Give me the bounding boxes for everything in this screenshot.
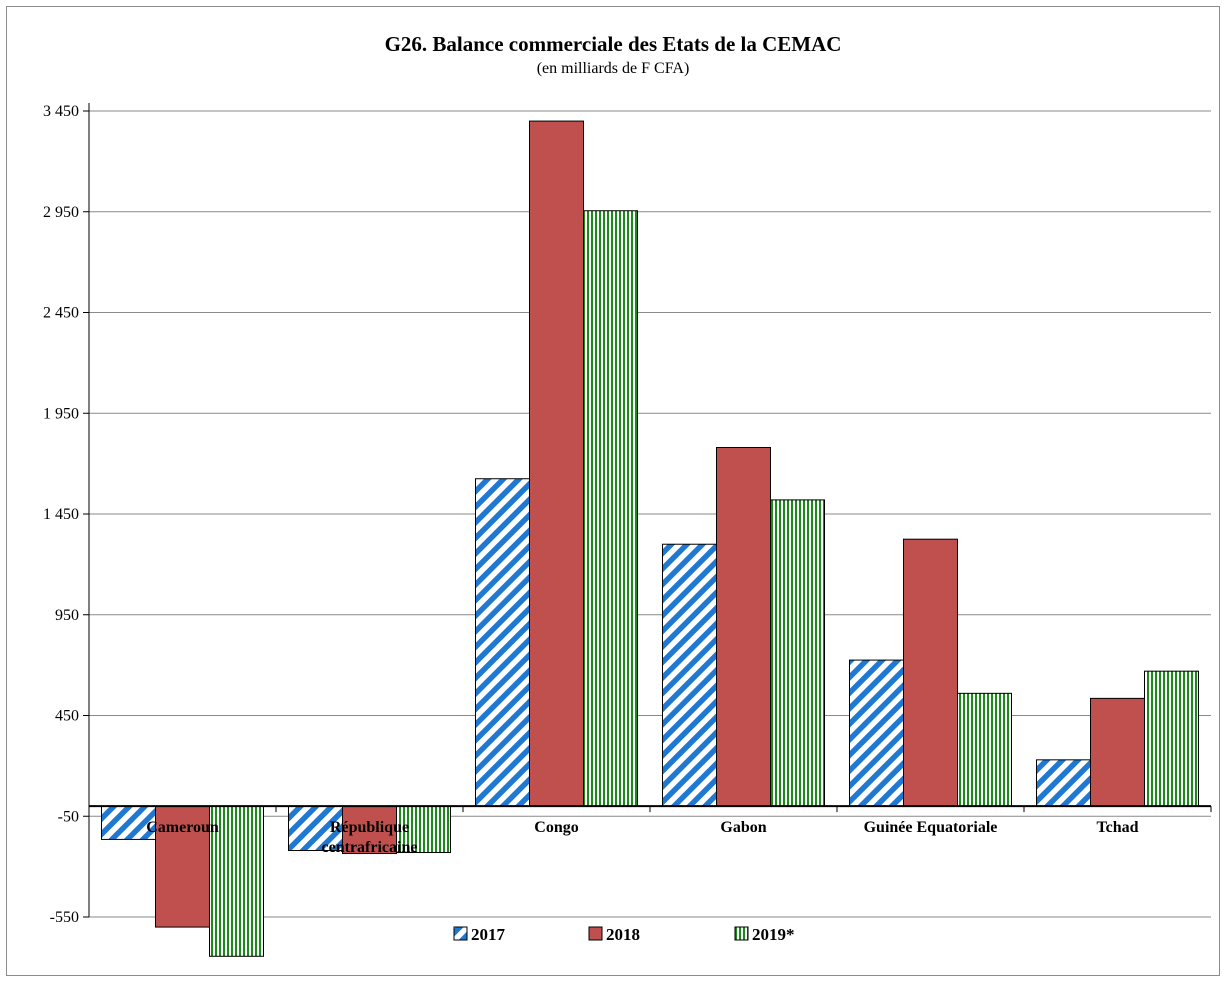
chart-title: G26. Balance commerciale des Etats de la… <box>385 32 842 56</box>
category-label: Cameroun <box>146 819 219 836</box>
legend-label-2017: 2017 <box>471 925 506 944</box>
chart: G26. Balance commerciale des Etats de la… <box>43 32 1212 957</box>
category-label: République centrafricaine <box>322 819 418 856</box>
legend-label-2019: 2019* <box>752 925 795 944</box>
category-label: Tchad <box>1096 819 1138 836</box>
axes <box>88 103 1212 917</box>
chart-frame: G26. Balance commerciale des Etats de la… <box>6 6 1220 976</box>
category-labels: Cameroun République centrafricaine Congo Gab… <box>146 819 1138 856</box>
bar-2019-4 <box>957 692 1012 807</box>
y-tick-label: 2 450 <box>43 305 79 322</box>
bar-2019-0 <box>209 805 264 957</box>
bar-2018-1 <box>342 805 397 855</box>
y-tick-label: 3 450 <box>43 103 79 120</box>
y-tick-label: 1 950 <box>43 405 79 422</box>
y-tick-label: -50 <box>58 808 79 825</box>
legend-swatch-2017 <box>453 926 468 941</box>
category-label: Congo <box>534 819 578 836</box>
bar-2018-2 <box>529 120 584 807</box>
y-tick-label: -550 <box>50 909 79 926</box>
legend-swatch-2018 <box>588 926 603 941</box>
bar-2019-3 <box>770 499 825 807</box>
bar-2019-2 <box>583 210 638 807</box>
bar-2019-5 <box>1144 670 1199 807</box>
y-tick-label: 2 950 <box>43 204 79 221</box>
legend-swatch-2019 <box>734 926 749 941</box>
gridlines <box>89 110 1211 918</box>
bar-2018-4 <box>903 538 958 807</box>
bar-2019-1 <box>396 805 451 854</box>
chart-subtitle: (en milliards de F CFA) <box>537 60 690 77</box>
y-tick-label: 1 450 <box>43 506 79 523</box>
legend-label-2018: 2018 <box>606 925 640 944</box>
y-axis-ticks: -550 -50 450 950 1 450 1 950 2 450 2 950 3 450 <box>43 103 89 926</box>
y-tick-label: 950 <box>55 607 79 624</box>
category-label: Gabon <box>720 819 766 836</box>
bar-2017-4 <box>849 659 904 807</box>
bar-2018-5 <box>1090 697 1145 807</box>
bar-2017-5 <box>1036 759 1091 807</box>
bar-2018-3 <box>716 447 771 807</box>
bar-2017-2 <box>475 478 530 807</box>
bars <box>101 120 1199 957</box>
legend: 2017 2018 2019* <box>453 925 795 944</box>
category-label: Guinée Equatoriale <box>864 819 998 836</box>
bar-2017-3 <box>662 543 717 807</box>
y-tick-label: 450 <box>55 708 79 725</box>
